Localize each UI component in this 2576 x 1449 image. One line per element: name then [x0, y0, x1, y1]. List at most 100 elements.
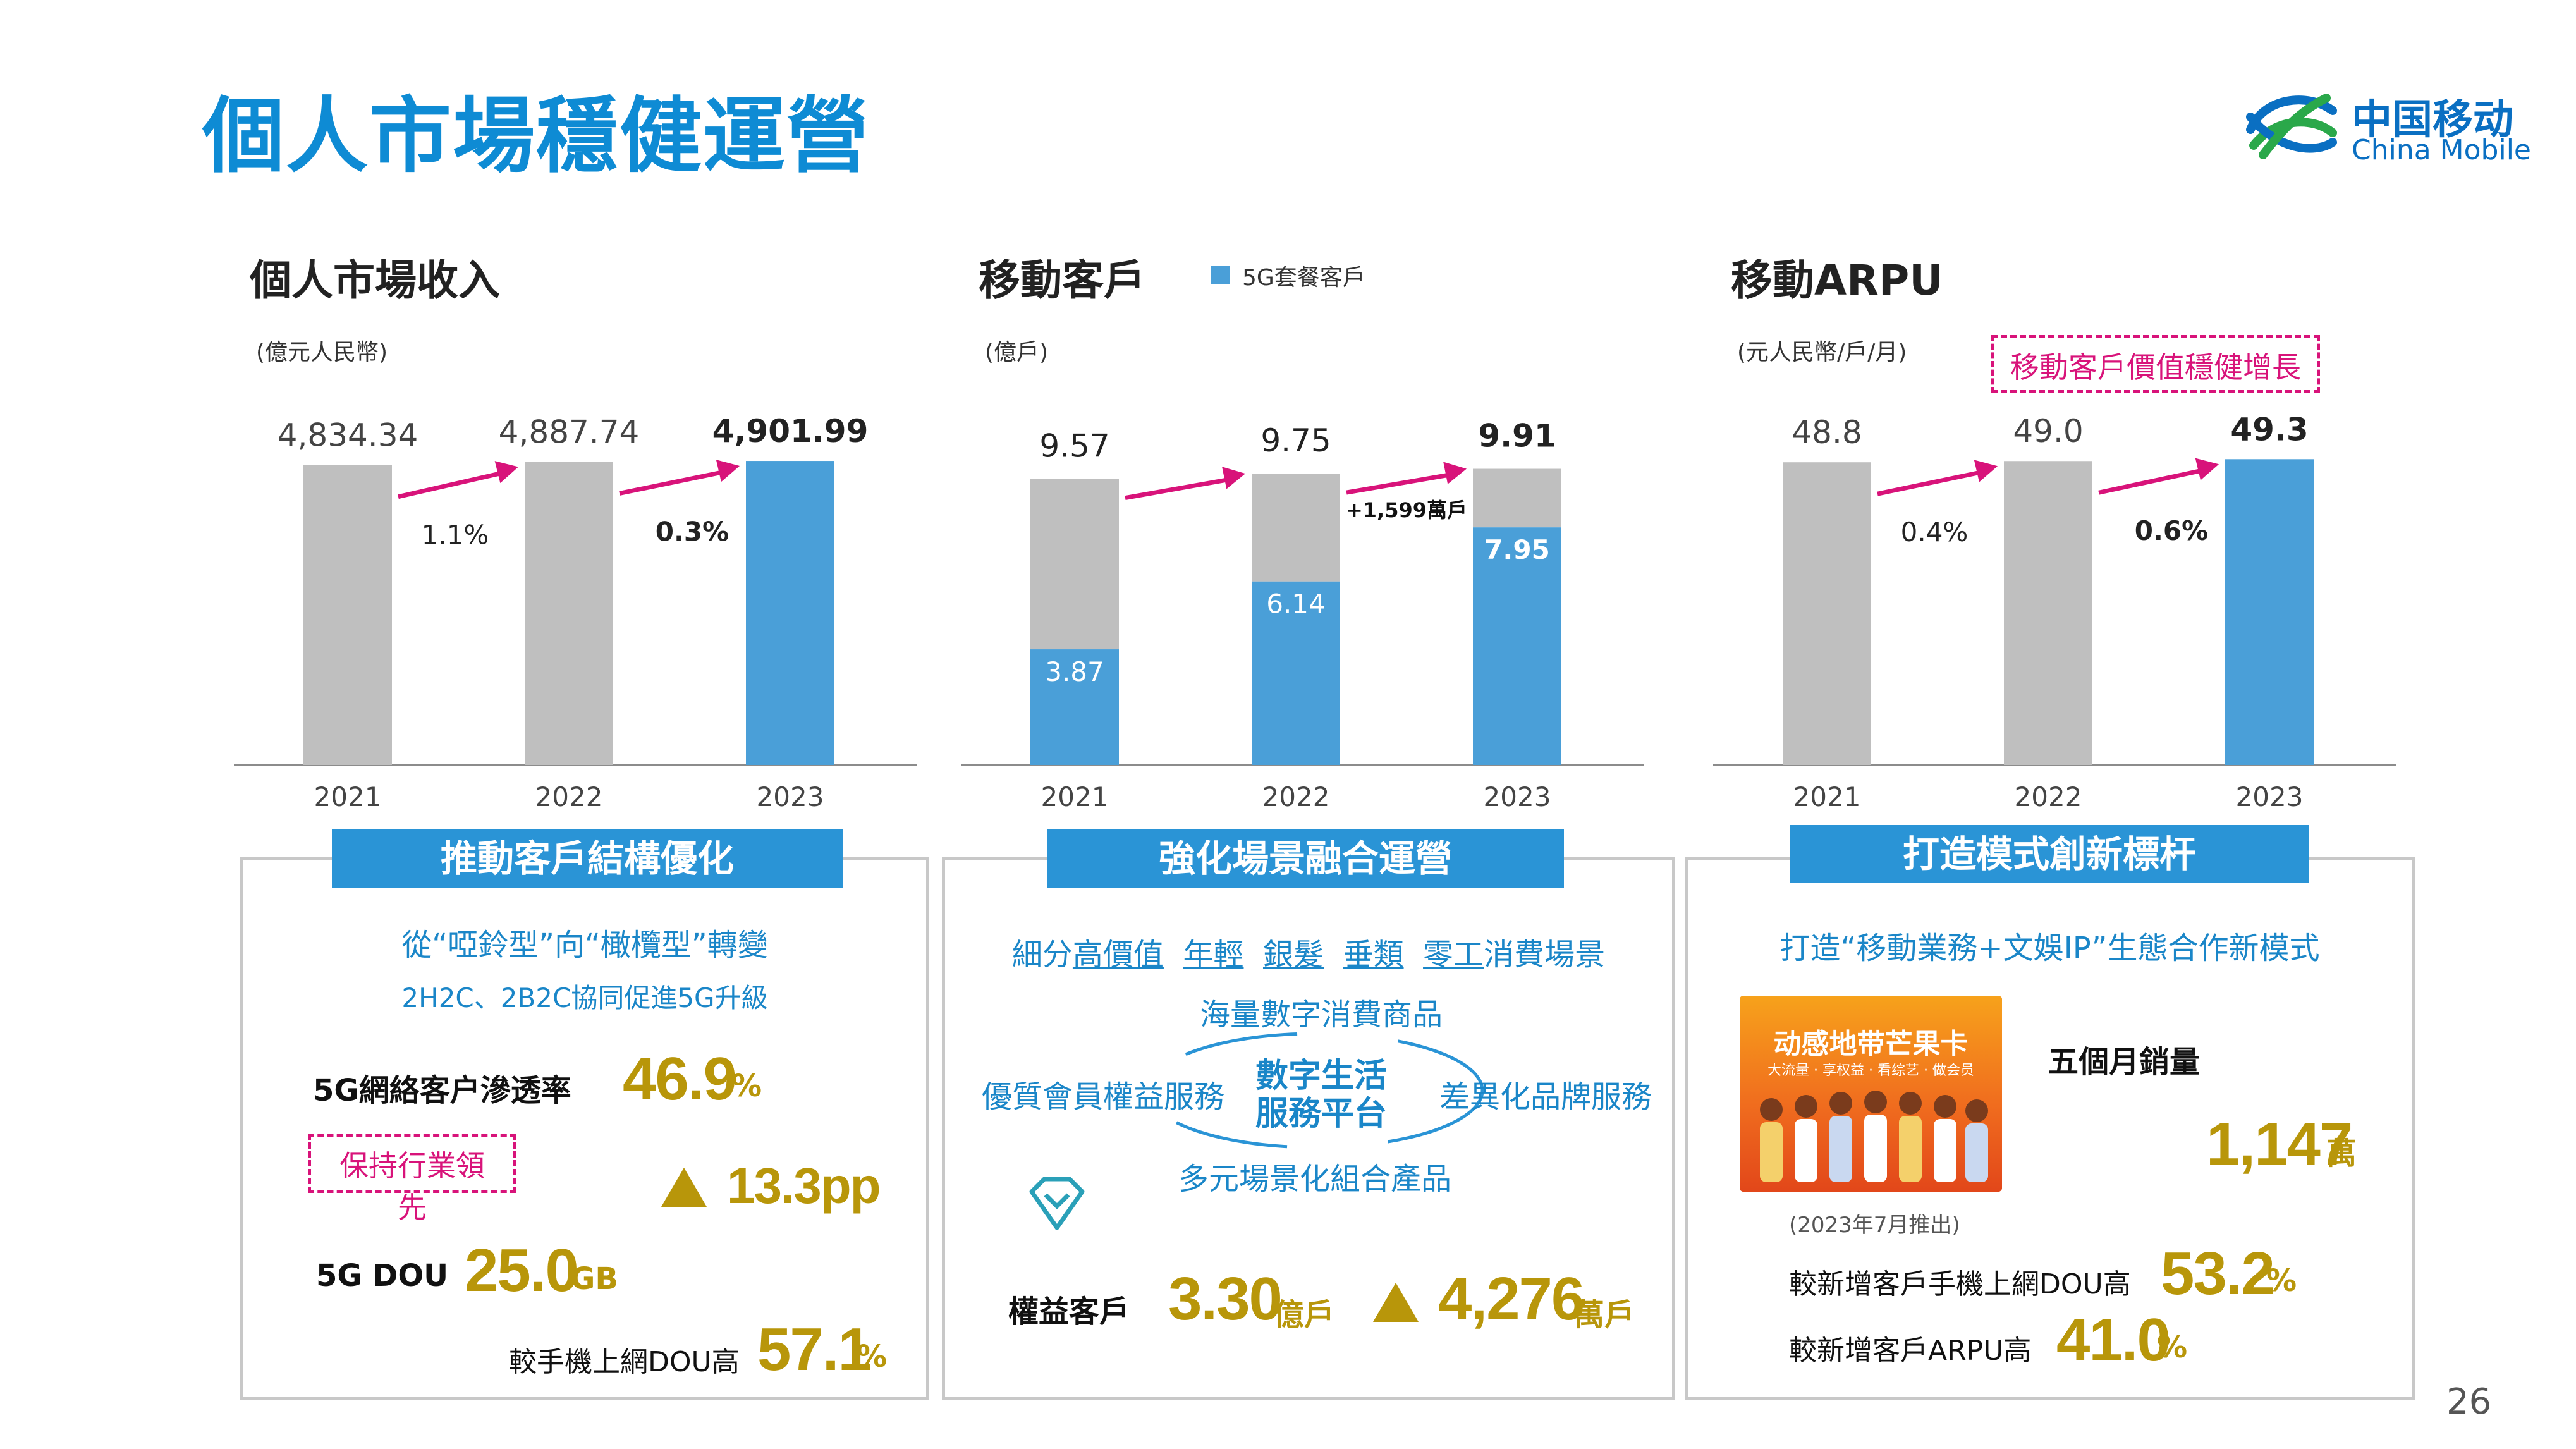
legend-swatch-5g	[1211, 266, 1230, 284]
growth-label-1: 0.3%	[656, 516, 729, 547]
diamond-check-icon	[1029, 1177, 1085, 1230]
dou-compare-value: 57.1	[757, 1316, 872, 1383]
growth-label-1: 0.6%	[2135, 515, 2208, 546]
chart1-title: 個人市場收入	[250, 256, 500, 305]
growth-arrow-0-head	[1974, 460, 1998, 482]
chart2-mobile-customers: 3.87 9.57 2021 6.14 9.75 2022 7.95 9.91 2023 +1,5…	[961, 418, 1644, 812]
growth-label-0: 1.1%	[422, 520, 489, 551]
rights-increase-unit: 萬戶	[1574, 1297, 1635, 1333]
panel1-line1: 從“啞鈴型”向“橄欖型”轉變	[401, 927, 768, 963]
growth-arrow-1-head	[2195, 458, 2219, 480]
chart2-unit: (億戶)	[985, 339, 1049, 365]
logo-text-en: China Mobile	[2352, 134, 2532, 166]
value-label-2023: 4,901.99	[712, 413, 869, 449]
bar-2021	[303, 465, 392, 765]
platform-ellipse	[1145, 1032, 1484, 1149]
segment-vertical: 垂類	[1343, 937, 1404, 972]
dou-value: 25.0	[465, 1237, 579, 1304]
platform-left: 優質會員權益服務	[981, 1079, 1224, 1115]
tick-label-2022: 2022	[2015, 781, 2082, 812]
tick-label-2021: 2021	[1041, 781, 1109, 812]
segment-silver: 銀髮	[1262, 937, 1324, 972]
dou-compare-label: 較手機上網DOU高	[509, 1346, 740, 1378]
tick-label-2022: 2022	[535, 781, 603, 812]
dou-unit: GB	[570, 1261, 618, 1297]
panel2-line1: 細分高價值 年輕 銀髮 垂類 零工消費場景	[942, 929, 1675, 974]
panel1-line2: 2H2C、2B2C協同促進5G升級	[401, 982, 768, 1013]
segment-high-value: 高價值	[1072, 937, 1164, 972]
bar-other-2022	[1252, 474, 1340, 582]
total-label-2022: 9.75	[1261, 422, 1331, 459]
growth-arrow-1-head	[716, 460, 740, 482]
line1-suffix: 消費場景	[1484, 937, 1606, 972]
panel3-dou-value: 53.2	[2161, 1240, 2275, 1307]
sales-unit: 萬	[2326, 1136, 2357, 1171]
platform-center-line1: 數字生活	[1255, 1057, 1387, 1095]
panel3-arpu-label: 較新增客戶ARPU高	[1789, 1335, 2032, 1367]
bar-other-2021	[1030, 479, 1119, 650]
page-title: 個人市場穩健運營	[202, 88, 870, 184]
tick-label-2021: 2021	[314, 781, 382, 812]
bar-5g-2021	[1030, 649, 1119, 765]
increase-value: 13.3pp	[727, 1158, 881, 1214]
growth-arrow-0	[1125, 476, 1235, 501]
bar-2022	[525, 462, 613, 765]
label-5g-2022: 6.14	[1266, 589, 1326, 620]
chart3-tag: 移動客戶價值穩健增長	[1991, 335, 2320, 393]
growth-arrow-0	[398, 470, 508, 499]
panel2-banner: 強化場景融合運營	[1047, 829, 1564, 888]
platform-top: 海量數字消費商品	[1199, 997, 1443, 1032]
launch-note: (2023年7月推出)	[1789, 1213, 1960, 1238]
label-5g-2023: 7.95	[1484, 534, 1550, 565]
logo-text-cn: 中国移动	[2352, 97, 2513, 144]
bar-5g-2022	[1252, 581, 1340, 765]
growth-arrow-1	[619, 468, 729, 496]
bar-other-2023	[1473, 468, 1561, 528]
china-mobile-logo-icon	[2246, 94, 2337, 159]
tick-label-2022: 2022	[1262, 781, 1330, 812]
rights-increase-value: 4,276	[1438, 1265, 1585, 1333]
chart1-revenue: 4,834.34 2021 4,887.74 2022 4,901.99 2023 1.1%…	[234, 413, 917, 812]
line1-prefix: 細分	[1011, 937, 1073, 972]
value-label-2022: 49.0	[2013, 413, 2083, 449]
dou-compare-unit: %	[857, 1339, 888, 1374]
growth-arrow-0-head	[494, 461, 518, 484]
promo-subtitle: 大流量 · 享权益 · 看综艺 · 做会员	[1767, 1063, 1974, 1079]
page-number: 26	[2446, 1381, 2492, 1422]
triangle-up-icon	[1373, 1283, 1419, 1322]
legend-label-5g: 5G套餐客戶	[1242, 265, 1365, 291]
annotation-label: +1,599萬戶	[1346, 498, 1467, 522]
bar-2022	[2004, 461, 2092, 765]
label-5g-2021: 3.87	[1045, 656, 1104, 687]
rights-unit: 億戶	[1274, 1297, 1335, 1333]
tick-label-2021: 2021	[1793, 781, 1861, 812]
chart2-title: 移動客戶	[979, 256, 1145, 305]
penetration-value: 46.9	[623, 1045, 737, 1113]
rights-label: 權益客戶	[1008, 1294, 1130, 1330]
panel3-dou-label: 較新增客戶手機上網DOU高	[1789, 1268, 2131, 1300]
growth-arrow-1	[1346, 472, 1456, 495]
bar-2021	[1783, 462, 1871, 765]
panel1-tag: 保持行業領先	[308, 1134, 516, 1225]
penetration-label: 5G網絡客户滲透率	[313, 1073, 571, 1108]
segment-gig: 零工	[1423, 937, 1484, 972]
growth-arrow-0	[1877, 468, 1987, 496]
tick-label-2023: 2023	[2236, 781, 2304, 812]
bar-2023	[746, 461, 834, 765]
segment-young: 年輕	[1183, 937, 1244, 972]
total-label-2021: 9.57	[1039, 428, 1109, 465]
growth-arrow-0-head	[1222, 467, 1245, 489]
value-label-2021: 48.8	[1792, 414, 1862, 451]
panel3-line1: 打造“移動業務+文娛IP”生態合作新模式	[1779, 931, 2320, 966]
bar-2023	[2225, 459, 2314, 765]
sales-label: 五個月銷量	[2048, 1044, 2201, 1080]
bar-5g-2023	[1473, 527, 1561, 765]
panel3-banner: 打造模式創新標杆	[1790, 825, 2309, 883]
chart3-unit: (元人民幣/戶/月)	[1737, 339, 1907, 365]
promo-image: 动感地带芒果卡 大流量 · 享权益 · 看综艺 · 做会员	[1740, 996, 2002, 1192]
platform-center: 數字生活 服務平台	[1239, 1057, 1403, 1133]
value-label-2023: 49.3	[2230, 411, 2308, 448]
platform-center-line2: 服務平台	[1255, 1095, 1387, 1133]
platform-right: 差異化品牌服務	[1439, 1079, 1652, 1115]
penetration-unit: %	[731, 1068, 762, 1104]
